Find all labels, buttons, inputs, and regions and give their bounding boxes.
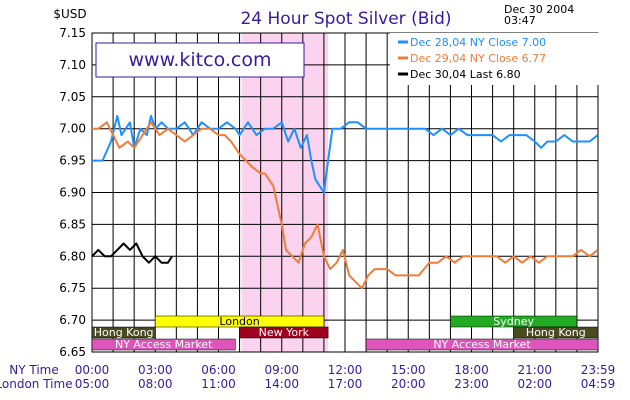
session-label: New York [259,326,310,339]
y-tick-label: 6.85 [59,217,86,231]
x-tick-labels: 00:00 03:00 06:00 09:00 12:00 15:00 18:00 21:00… [75,363,616,391]
y-tick-label: 7.00 [59,122,86,136]
session-bar [365,338,599,351]
session-label: Hong Kong [526,326,586,339]
legend-label: Dec 30,04 Last 6.80 [410,68,521,81]
date-line1: Dec 30 2004 [504,3,574,16]
watermark-frame [95,42,305,78]
series-line [91,242,173,264]
series-lines [91,114,599,290]
x-tick-label-london: 20:00 [391,377,426,391]
x-tick-label-london: 02:00 [517,377,552,391]
x-row-label-ny: NY Time [9,363,59,377]
session-label: Hong Kong [94,326,154,339]
session-bar [91,338,236,351]
x-tick-label-ny: 21:00 [517,363,552,377]
x-tick-label-ny: 12:00 [328,363,363,377]
y-tick-label: 6.70 [59,313,86,327]
series-line [92,121,599,290]
y-tick-label: 7.10 [59,58,86,72]
x-tick-label-ny: 18:00 [454,363,489,377]
x-tick-label-london: 14:00 [264,377,299,391]
x-tick-label-ny: 15:00 [391,363,426,377]
y-tick-label: 6.75 [59,281,86,295]
y-tick-label: 6.90 [59,186,86,200]
legend: Dec 28,04 NY Close 7.00 Dec 29,04 NY Clos… [390,33,600,85]
x-tick-label-ny: 23:59 [581,363,616,377]
x-tick-label-ny: 09:00 [264,363,299,377]
date-line2: 03:47 [504,14,536,27]
session-label: London [219,315,259,328]
x-tick-label-ny: 03:00 [138,363,173,377]
y-tick-label: 6.95 [59,154,86,168]
chart-title: 24 Hour Spot Silver (Bid) [240,9,451,29]
y-tick-label: 6.80 [59,249,86,263]
y-tick-label: 6.65 [59,345,86,359]
y-tick-labels: 6.65 6.70 6.75 6.80 6.85 6.90 6.95 7.00 7.05 7.10… [59,26,86,359]
x-tick-label-london: 11:00 [201,377,236,391]
y-tick-label: 7.15 [59,26,86,40]
legend-box [390,33,600,85]
session-label: Sydney [493,315,534,328]
x-tick-label-ny: 06:00 [201,363,236,377]
x-tick-label-ny: 00:00 [75,363,110,377]
series-line [92,114,599,194]
session-label: NY Access Market [433,338,531,351]
session-bar [513,326,599,339]
x-tick-label-london: 04:59 [581,377,616,391]
session-label: NY Access Market [115,338,213,351]
x-tick-label-london: 23:00 [454,377,489,391]
x-tick-label-london: 17:00 [328,377,363,391]
watermark-text: www.kitco.com [128,49,271,71]
legend-label: Dec 28,04 NY Close 7.00 [410,36,546,49]
session-bar [91,326,156,339]
watermark-box: www.kitco.com [95,42,305,78]
legend-label: Dec 29,04 NY Close 6.77 [410,52,546,65]
x-tick-label-london: 05:00 [75,377,110,391]
x-tick-label-london: 08:00 [138,377,173,391]
session-bar [239,326,329,339]
y-axis-label: $USD [53,7,86,21]
plot-frame [91,32,599,353]
x-row-label-london: London Time [0,377,73,391]
y-tick-label: 7.05 [59,90,86,104]
